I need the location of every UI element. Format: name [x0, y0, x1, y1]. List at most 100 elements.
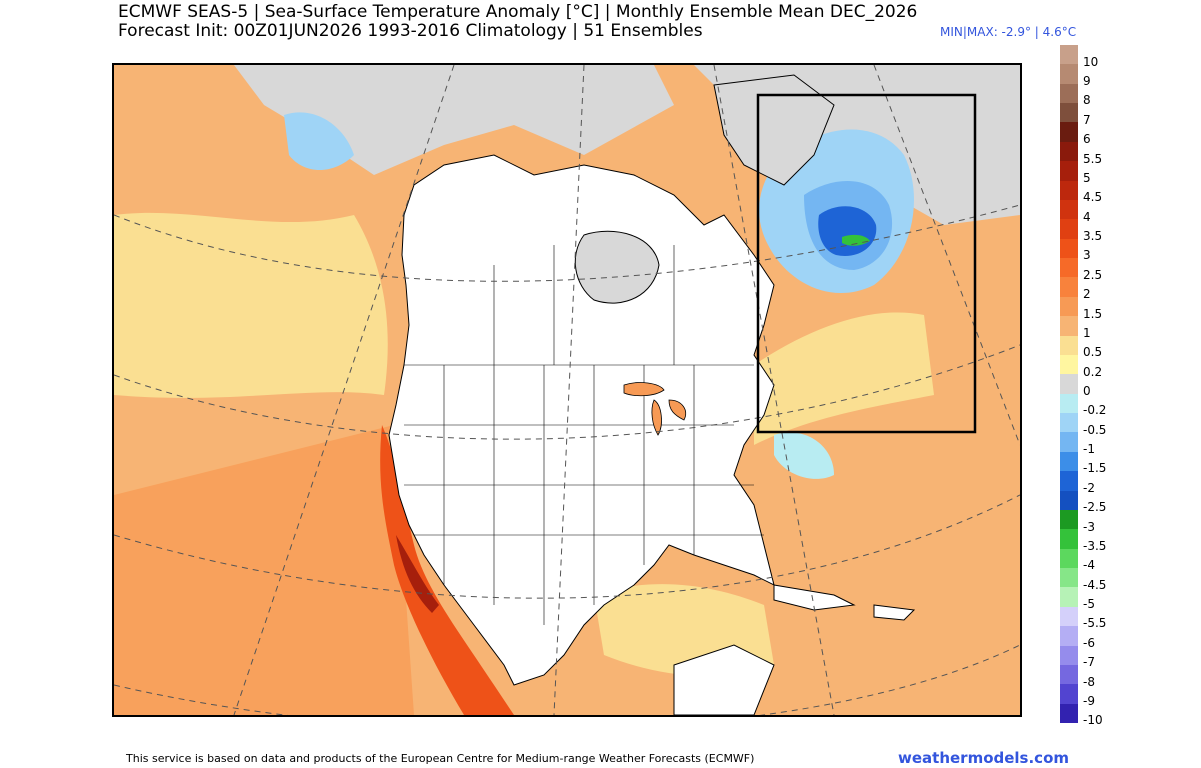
legend-label: 5 [1083, 170, 1091, 185]
legend-swatch [1060, 451, 1078, 472]
legend-label: 4.5 [1083, 190, 1103, 205]
legend-swatch [1060, 238, 1078, 259]
legend-swatch [1060, 548, 1078, 569]
title-line-1: ECMWF SEAS-5 | Sea-Surface Temperature A… [118, 2, 918, 22]
legend-label: -4.5 [1083, 577, 1107, 592]
legend-label: -9 [1083, 693, 1095, 708]
greenland-landmass [713, 74, 835, 186]
legend-swatch [1060, 509, 1078, 530]
min-max-readout: MIN|MAX: -2.9° | 4.6°C [940, 25, 1077, 39]
legend-swatch [1060, 64, 1078, 85]
legend-label: 9 [1083, 74, 1091, 89]
longitude-line [233, 65, 455, 715]
legend-swatch [1060, 703, 1078, 724]
legend-swatch [1060, 490, 1078, 511]
north-pacific-pale-region [114, 212, 388, 398]
ecmwf-credit: This service is based on data and produc… [126, 752, 755, 765]
graticule-lines [114, 65, 1020, 715]
legend-swatch [1060, 568, 1078, 588]
north-america-landmass [388, 154, 775, 686]
legend-swatch [1060, 141, 1078, 162]
legend-label: 0 [1083, 384, 1091, 398]
legend-label: 3.5 [1083, 229, 1103, 244]
legend-label: 0.2 [1083, 364, 1103, 379]
labrador-green-spot [842, 234, 870, 246]
latitude-line [114, 344, 1020, 440]
lake-michigan [651, 399, 662, 436]
cuba-island [773, 584, 856, 611]
longitude-line [873, 65, 1020, 446]
north-atlantic-pale-band [754, 312, 934, 445]
legend-label: 2.5 [1083, 267, 1103, 282]
legend-swatch [1060, 199, 1078, 220]
legend-swatch [1060, 45, 1078, 65]
legend-label: 10 [1083, 54, 1099, 69]
legend-label: -5.5 [1083, 616, 1107, 631]
brand-link[interactable]: weathermodels.com [898, 749, 1070, 767]
legend-label: 5.5 [1083, 151, 1103, 166]
legend-swatch [1060, 645, 1078, 666]
legend-label: -1 [1083, 442, 1095, 457]
legend-swatch [1060, 626, 1078, 646]
legend-swatch [1060, 161, 1078, 182]
legend-swatch [1060, 374, 1078, 395]
central-america-landmass [673, 644, 775, 715]
legend-swatch [1060, 122, 1078, 143]
legend-label: -7 [1083, 655, 1095, 670]
legend-label: 7 [1083, 112, 1091, 127]
hudson-bay [574, 230, 660, 304]
longitude-line [713, 65, 835, 715]
legend-label: -4 [1083, 558, 1095, 573]
lake-superior [623, 382, 665, 397]
legend-swatch [1060, 335, 1078, 356]
legend-label: -2 [1083, 480, 1095, 495]
legend-swatch [1060, 354, 1078, 375]
legend-label: 1 [1083, 325, 1091, 340]
legend-label: 0.5 [1083, 345, 1103, 360]
legend-label: 2 [1083, 287, 1091, 302]
great-lakes [623, 382, 686, 436]
political-boundaries [404, 245, 764, 625]
legend-swatch [1060, 219, 1078, 240]
legend-label: -6 [1083, 635, 1095, 650]
map-canvas [114, 65, 1020, 715]
legend-label: 3 [1083, 248, 1091, 263]
legend-swatch [1060, 277, 1078, 298]
legend-label: 4 [1083, 209, 1091, 224]
highlight-region-box [756, 93, 977, 434]
legend-swatch [1060, 664, 1078, 685]
legend-label: -0.2 [1083, 403, 1107, 418]
gulf-of-maine-cool-spot [774, 432, 834, 479]
legend-label: -3.5 [1083, 538, 1107, 553]
legend-swatch [1060, 413, 1078, 433]
legend-swatch [1060, 684, 1078, 705]
bering-cool-anomaly [284, 112, 354, 170]
title-line-2: Forecast Init: 00Z01JUN2026 1993-2016 Cl… [118, 21, 703, 41]
legend-swatch [1060, 296, 1078, 317]
legend-label: -3 [1083, 519, 1095, 534]
legend-swatch [1060, 606, 1078, 627]
legend-label: 8 [1083, 93, 1091, 108]
legend-swatch [1060, 529, 1078, 550]
legend-swatch [1060, 471, 1078, 492]
legend-swatch [1060, 432, 1078, 453]
legend-label: -8 [1083, 674, 1095, 689]
legend-swatch [1060, 103, 1078, 123]
legend-swatch [1060, 258, 1078, 278]
sst-anomaly-map [112, 63, 1022, 717]
legend-label: -2.5 [1083, 500, 1107, 515]
legend-swatch [1060, 316, 1078, 337]
color-legend [1060, 45, 1078, 724]
chart-title: ECMWF SEAS-5 | Sea-Surface Temperature A… [118, 3, 917, 41]
legend-label: -0.5 [1083, 422, 1107, 437]
latitude-line [114, 494, 1020, 599]
legend-swatch [1060, 83, 1078, 104]
legend-swatch [1060, 393, 1078, 414]
legend-label: 1.5 [1083, 306, 1103, 321]
legend-swatch [1060, 180, 1078, 201]
legend-swatch [1060, 587, 1078, 608]
legend-label: -10 [1083, 713, 1103, 728]
hispaniola-island [873, 604, 916, 621]
longitude-line [553, 65, 585, 715]
legend-label: 6 [1083, 132, 1091, 147]
